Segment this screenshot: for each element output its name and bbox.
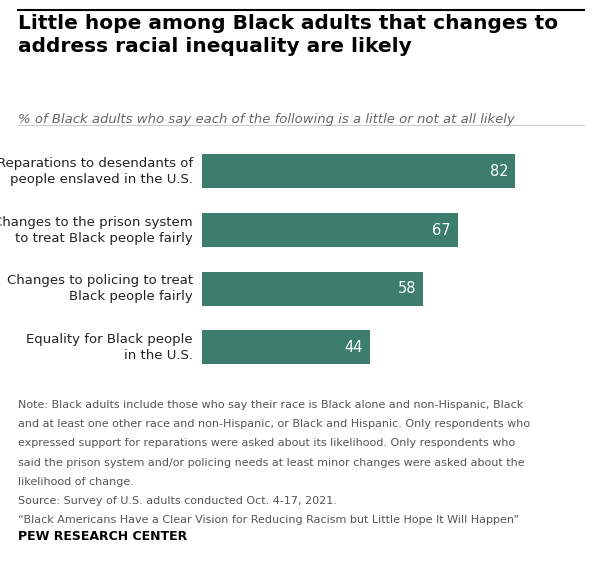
Text: “Black Americans Have a Clear Vision for Reducing Racism but Little Hope It Will: “Black Americans Have a Clear Vision for…: [18, 515, 519, 526]
Text: Reparations to desendants of
people enslaved in the U.S.: Reparations to desendants of people ensl…: [0, 157, 193, 186]
Text: Changes to the prison system
to treat Black people fairly: Changes to the prison system to treat Bl…: [0, 215, 193, 244]
Text: Equality for Black people
in the U.S.: Equality for Black people in the U.S.: [26, 333, 193, 362]
Text: Changes to policing to treat
Black people fairly: Changes to policing to treat Black peopl…: [7, 274, 193, 303]
Text: Note: Black adults include those who say their race is Black alone and non-Hispa: Note: Black adults include those who say…: [18, 400, 523, 410]
Bar: [202, 331, 370, 365]
Text: 67: 67: [432, 223, 451, 238]
Text: Little hope among Black adults that changes to
address racial inequality are lik: Little hope among Black adults that chan…: [18, 14, 558, 56]
Bar: [202, 213, 458, 247]
Bar: [202, 272, 423, 306]
Text: said the prison system and/or policing needs at least minor changes were asked a: said the prison system and/or policing n…: [18, 458, 525, 468]
Text: and at least one other race and non-Hispanic, or Black and Hispanic. Only respon: and at least one other race and non-Hisp…: [18, 419, 530, 429]
Text: expressed support for reparations were asked about its likelihood. Only responde: expressed support for reparations were a…: [18, 438, 515, 448]
Text: 82: 82: [489, 164, 508, 179]
Text: 58: 58: [398, 281, 417, 296]
Text: % of Black adults who say each of the following is a little or not at all likely: % of Black adults who say each of the fo…: [18, 113, 515, 126]
Bar: [202, 154, 515, 188]
Text: Source: Survey of U.S. adults conducted Oct. 4-17, 2021.: Source: Survey of U.S. adults conducted …: [18, 496, 337, 506]
Text: 44: 44: [344, 340, 363, 355]
Text: likelihood of change.: likelihood of change.: [18, 477, 134, 487]
Text: PEW RESEARCH CENTER: PEW RESEARCH CENTER: [18, 530, 187, 543]
